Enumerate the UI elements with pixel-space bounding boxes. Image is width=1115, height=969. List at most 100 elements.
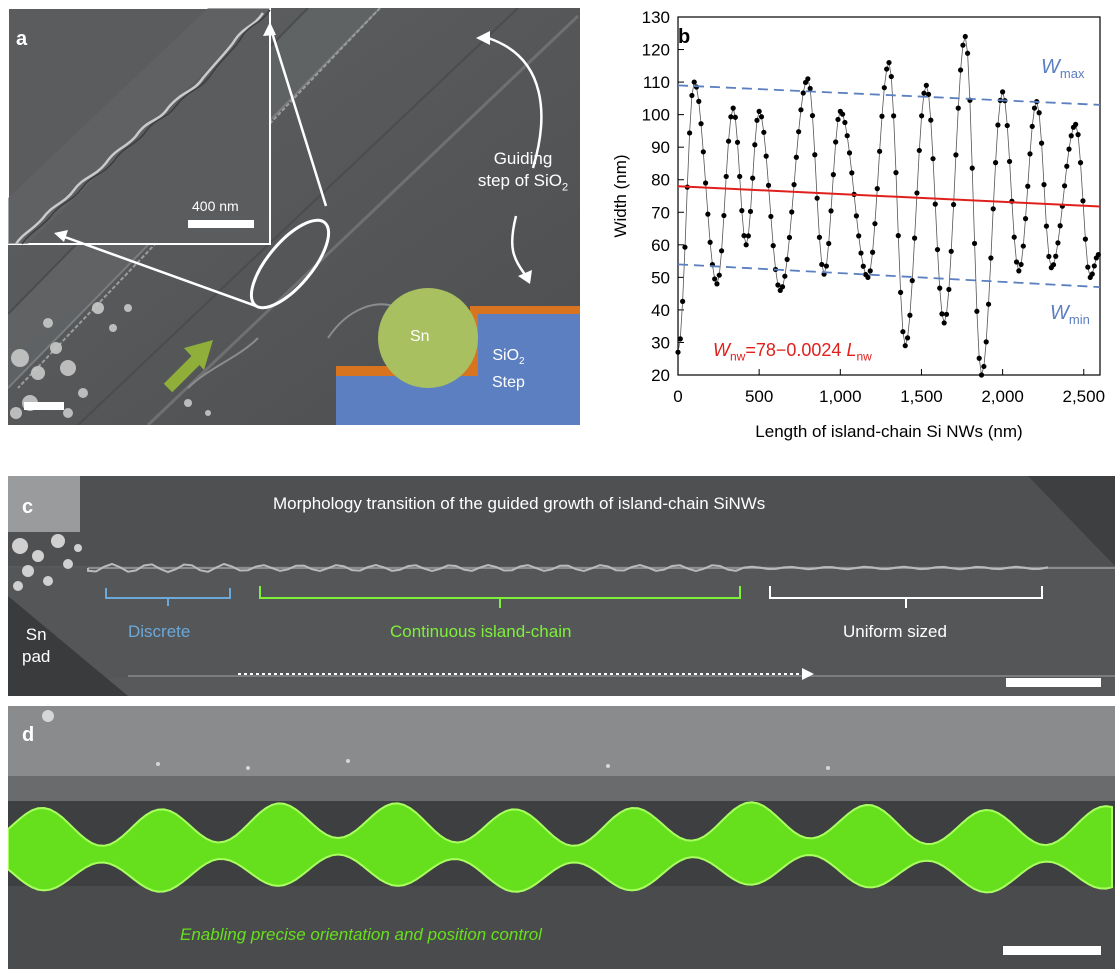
- data-point: [768, 213, 774, 220]
- data-point: [682, 244, 688, 250]
- data-point: [937, 285, 943, 291]
- x-axis-label: Length of island-chain Si NWs (nm): [755, 422, 1022, 441]
- continuous-brace: [259, 586, 741, 608]
- inset-scale-bar: [188, 220, 254, 228]
- label-box-c: [8, 476, 80, 532]
- data-point: [950, 201, 957, 208]
- data-point: [745, 233, 751, 239]
- x-tick-label: 1,500: [900, 387, 943, 406]
- data-point: [891, 113, 897, 119]
- data-point: [992, 160, 999, 166]
- data-point: [1064, 163, 1070, 169]
- data-point: [860, 263, 866, 269]
- data-point: [830, 172, 836, 178]
- panel-b-label: b: [678, 26, 691, 48]
- data-point: [741, 233, 747, 239]
- data-point: [858, 250, 864, 256]
- data-point: [823, 263, 829, 269]
- data-point: [897, 289, 904, 296]
- panel-a-label: a: [16, 28, 28, 50]
- x-tick-label: 2,500: [1062, 387, 1105, 406]
- data-point: [1095, 251, 1101, 258]
- data-point: [846, 150, 853, 156]
- x-tick-label: 2,000: [981, 387, 1024, 406]
- schematic-step: [336, 288, 580, 425]
- panel-a: a 400 nm Guiding step of SiO2 Sn SiO2 St…: [8, 8, 580, 425]
- data-point: [974, 308, 980, 314]
- data-point: [689, 92, 695, 99]
- fit-equation: Wnw=78−0.0024 Lnw: [713, 340, 872, 364]
- data-point: [800, 90, 806, 96]
- uniform-brace: [769, 586, 1043, 608]
- data-point: [978, 372, 985, 378]
- data-point: [969, 165, 975, 171]
- data-point: [840, 111, 846, 117]
- sn-pad-label: Sn pad: [22, 625, 51, 666]
- panel-c-title: Morphology transition of the guided grow…: [273, 494, 766, 513]
- data-point: [782, 273, 788, 279]
- data-point: [770, 243, 776, 249]
- data-point: [844, 133, 850, 139]
- data-point: [934, 246, 941, 253]
- data-point: [879, 113, 885, 119]
- wmin-dashed-line: [677, 263, 1101, 289]
- y-tick-label: 70: [651, 203, 670, 222]
- data-point: [881, 85, 887, 91]
- data-point: [888, 73, 894, 80]
- y-tick-label: 90: [651, 138, 670, 157]
- data-point: [680, 298, 686, 304]
- data-point: [1020, 243, 1026, 249]
- data-point: [796, 129, 802, 135]
- data-point: [893, 170, 899, 176]
- data-point: [1043, 223, 1050, 229]
- wmax-dashed-line: [677, 84, 1101, 106]
- data-point: [1068, 133, 1074, 139]
- scale-bar-c: [1006, 678, 1101, 687]
- data-point: [705, 211, 711, 217]
- data-point: [1036, 110, 1042, 116]
- data-point: [789, 209, 795, 215]
- y-tick-label: 120: [642, 41, 670, 60]
- y-tick-label: 100: [642, 106, 670, 125]
- data-point: [718, 248, 725, 254]
- data-point: [953, 152, 959, 158]
- data-point: [842, 119, 848, 126]
- data-point: [895, 233, 901, 239]
- data-point: [971, 240, 978, 247]
- data-point: [948, 248, 954, 254]
- data-point: [714, 281, 720, 287]
- data-point: [1000, 89, 1006, 95]
- guiding-step-label: Guiding step of SiO2: [477, 149, 569, 194]
- data-point: [728, 114, 734, 120]
- data-point: [814, 195, 820, 201]
- y-tick-label: 30: [651, 333, 670, 352]
- data-point: [869, 249, 876, 255]
- data-point: [1050, 262, 1057, 268]
- data-point: [1029, 123, 1035, 130]
- data-point: [900, 329, 906, 335]
- data-point: [765, 182, 772, 188]
- wmin-label: Wmin: [1050, 302, 1090, 327]
- data-point: [1066, 146, 1072, 152]
- data-point: [1011, 234, 1017, 240]
- panel-d-label: d: [22, 724, 35, 746]
- x-tick-label: 0: [673, 387, 682, 406]
- data-point: [1018, 261, 1024, 268]
- data-point: [761, 129, 767, 135]
- data-point: [816, 234, 823, 240]
- data-point: [943, 311, 950, 317]
- data-point: [721, 212, 727, 219]
- data-point: [865, 274, 871, 280]
- y-tick-label: 50: [651, 268, 670, 287]
- data-point: [793, 154, 799, 160]
- data-point: [743, 242, 749, 248]
- data-point: [988, 255, 994, 261]
- data-connecting-line: [677, 36, 1099, 376]
- data-point: [877, 148, 883, 154]
- data-point: [739, 208, 745, 214]
- panel-a-sem-image: [8, 8, 580, 425]
- data-point: [849, 170, 855, 176]
- data-point: [784, 256, 790, 263]
- data-point: [754, 117, 760, 123]
- data-point: [990, 206, 996, 212]
